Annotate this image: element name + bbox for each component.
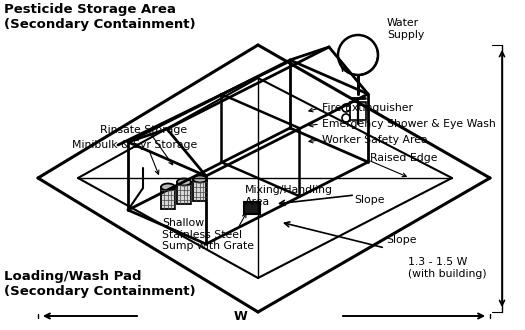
Text: Raised Edge: Raised Edge (370, 153, 437, 163)
Text: Slope: Slope (386, 235, 416, 245)
Text: Fire Extinguisher: Fire Extinguisher (322, 103, 413, 113)
Ellipse shape (193, 176, 207, 182)
Ellipse shape (177, 179, 191, 185)
FancyBboxPatch shape (177, 182, 191, 204)
Text: Minibulk & Syr Storage: Minibulk & Syr Storage (72, 140, 197, 150)
Text: Mixing/Handling
Area: Mixing/Handling Area (245, 185, 333, 207)
Text: 1.3 - 1.5 W
(with building): 1.3 - 1.5 W (with building) (408, 257, 487, 279)
Text: Pesticide Storage Area
(Secondary Containment): Pesticide Storage Area (Secondary Contai… (4, 3, 196, 31)
Bar (244, 202, 260, 214)
Text: Shallow
Stainless Steel
Sump with Grate: Shallow Stainless Steel Sump with Grate (162, 218, 254, 251)
Ellipse shape (161, 183, 175, 190)
Bar (350, 102, 366, 120)
Text: Loading/Wash Pad
(Secondary Containment): Loading/Wash Pad (Secondary Containment) (4, 270, 196, 298)
Text: Emergency Shower & Eye Wash: Emergency Shower & Eye Wash (322, 119, 496, 129)
FancyBboxPatch shape (193, 179, 207, 201)
Text: W: W (233, 310, 247, 322)
FancyBboxPatch shape (161, 187, 175, 209)
Text: Slope: Slope (354, 195, 384, 205)
Text: Worker Safety Area: Worker Safety Area (322, 135, 428, 145)
Text: Water
Supply: Water Supply (387, 18, 424, 40)
Text: Rinsate Storage: Rinsate Storage (100, 125, 187, 135)
